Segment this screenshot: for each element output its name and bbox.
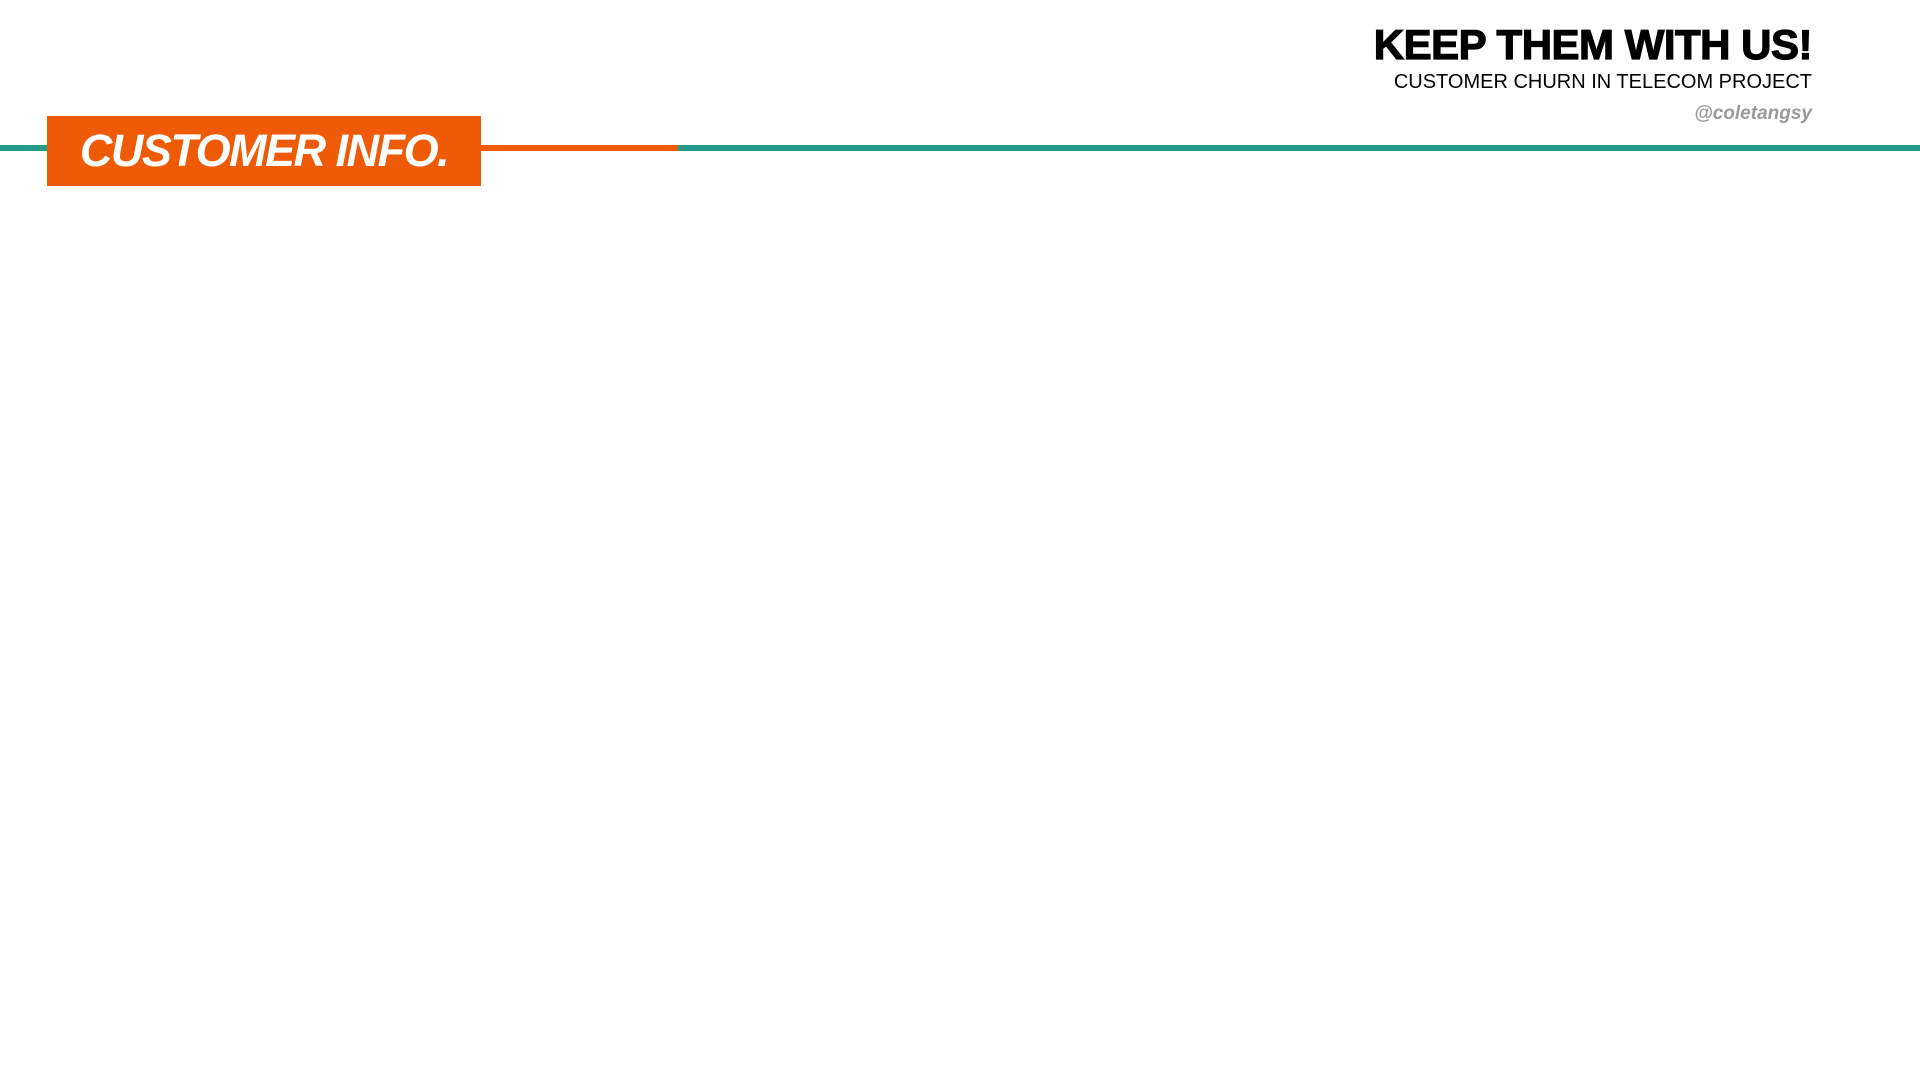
section-title: CUSTOMER INFO. bbox=[79, 125, 450, 176]
project-subtitle: CUSTOMER CHURN IN TELECOM PROJECT bbox=[1393, 71, 1812, 93]
content-area bbox=[0, 190, 1920, 1080]
project-header: KEEP THEM WITH US! CUSTOMER CHURN IN TEL… bbox=[1373, 20, 1813, 94]
section-tab: CUSTOMER INFO. bbox=[47, 116, 481, 186]
author-handle: @coletangsy bbox=[1694, 103, 1812, 124]
project-title: KEEP THEM WITH US! bbox=[1373, 20, 1813, 68]
header-divider-teal bbox=[0, 145, 1920, 151]
